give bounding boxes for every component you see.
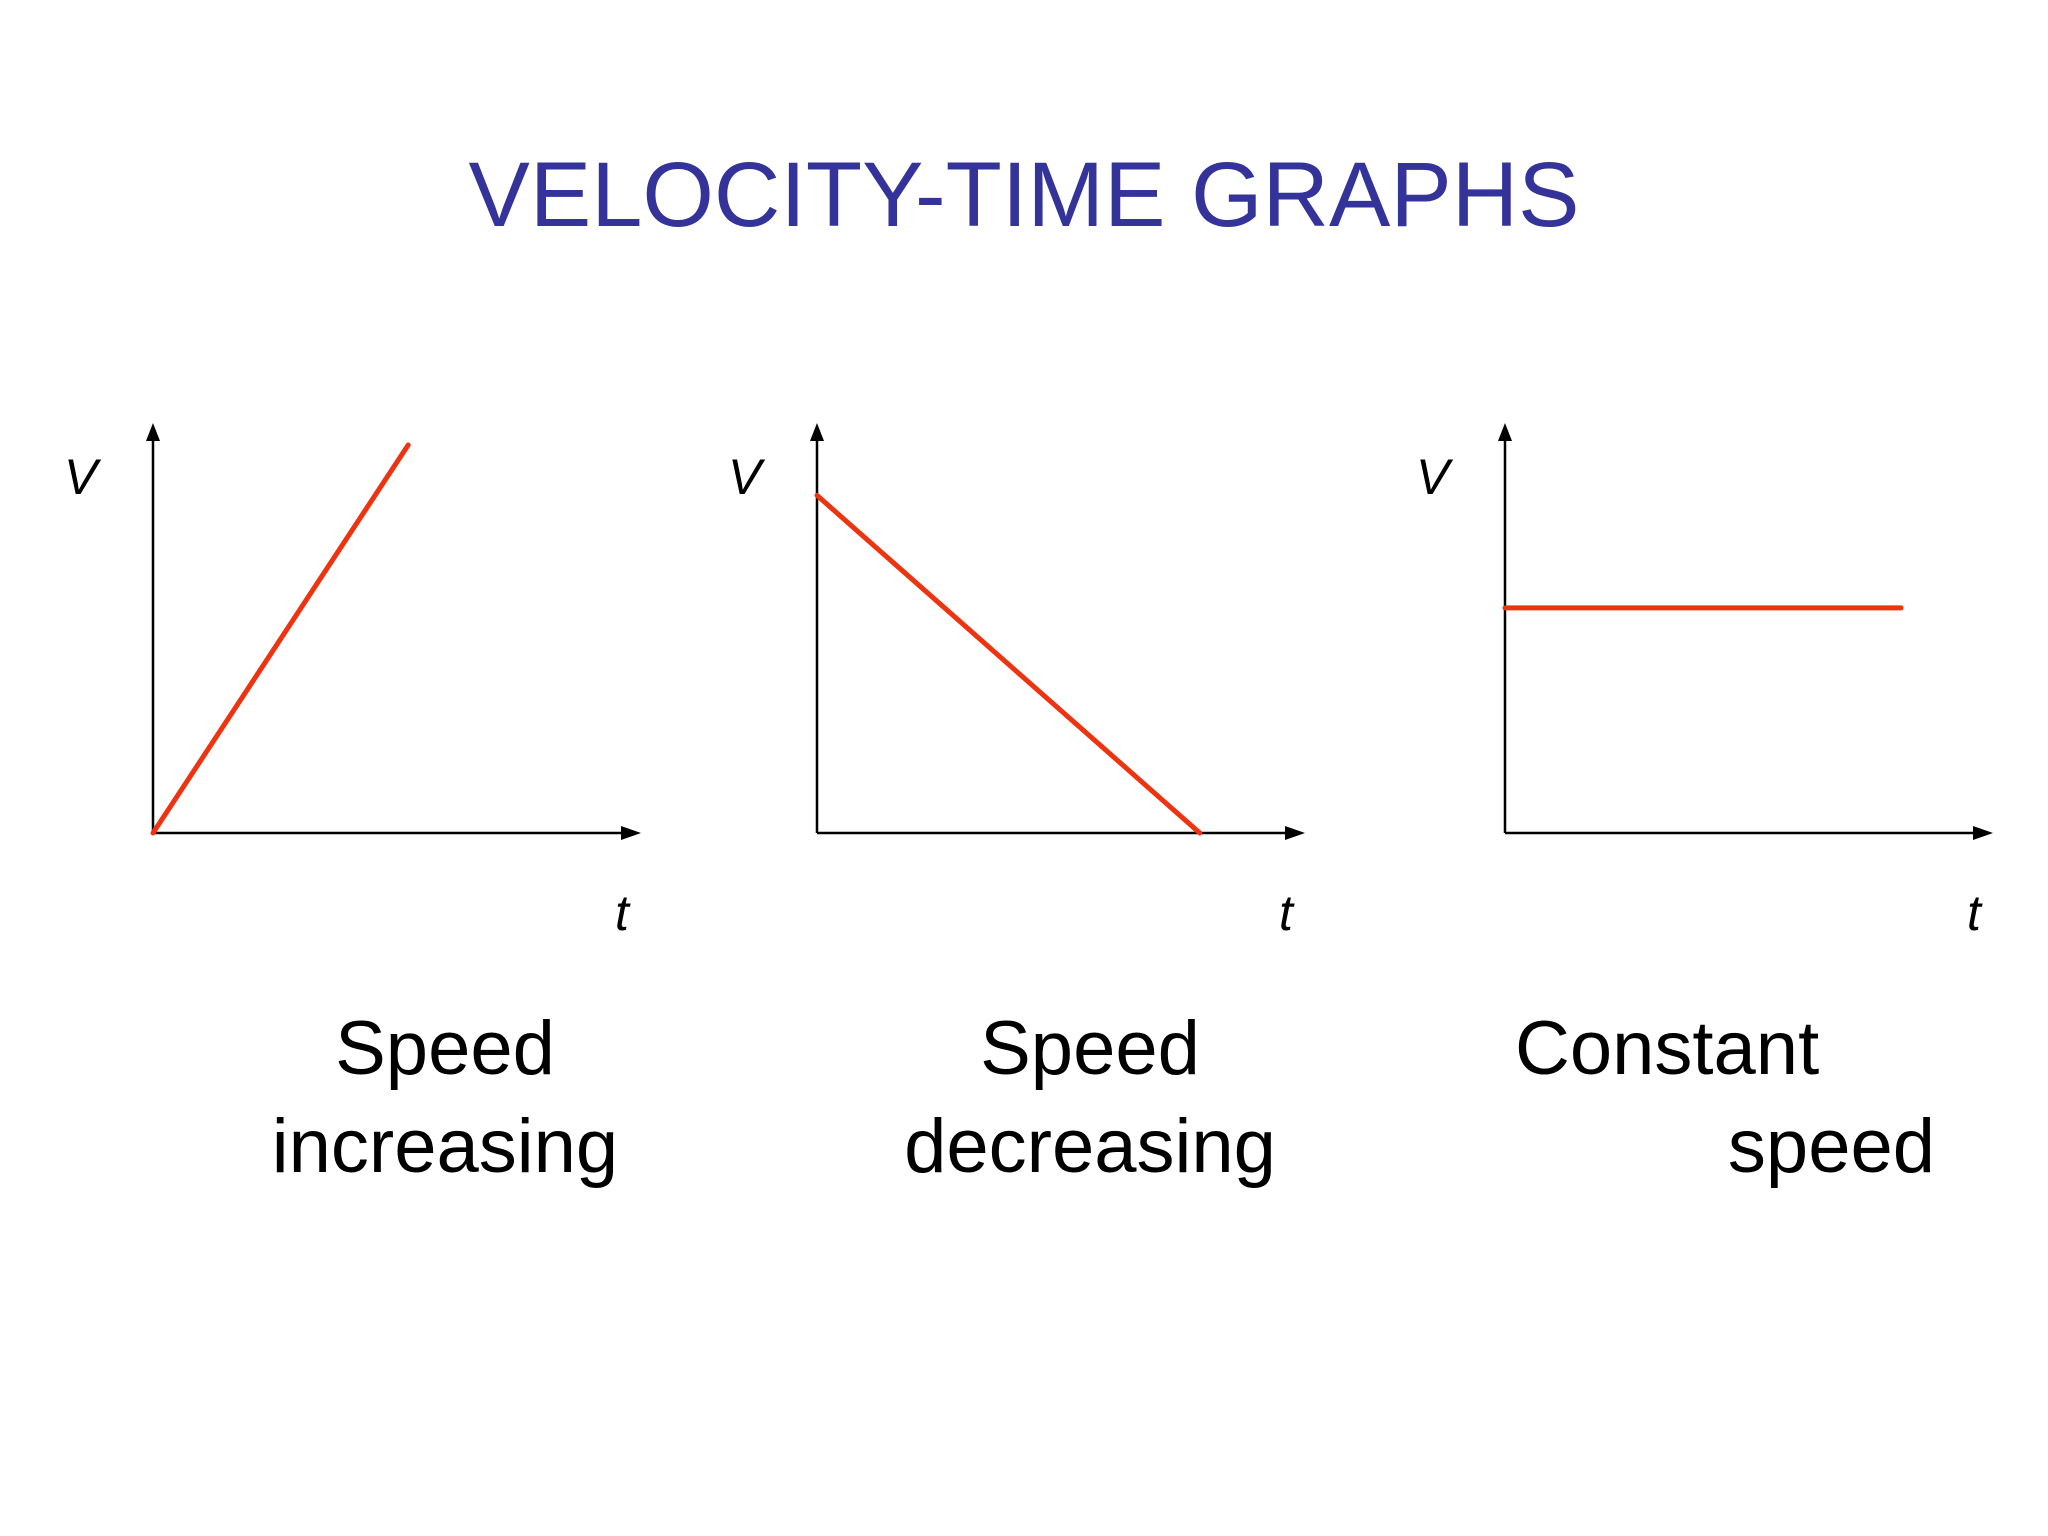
page-title: VELOCITY-TIME GRAPHS	[468, 144, 1580, 246]
velocity-line	[814, 492, 1203, 836]
graph-speed-decreasing: V t	[724, 400, 1404, 960]
x-axis-label: t	[1967, 885, 1981, 941]
plot-area	[146, 423, 641, 840]
x-axis-arrowhead	[621, 826, 641, 840]
caption-line-1: Speed	[980, 1006, 1200, 1091]
y-axis-label: V	[728, 449, 762, 505]
plot-area	[810, 423, 1305, 840]
graph-constant-speed: V t	[1412, 400, 2048, 960]
y-axis-arrowhead	[146, 423, 160, 441]
caption-speed-increasing: Speed increasing	[245, 1000, 645, 1196]
x-axis-arrowhead	[1285, 826, 1305, 840]
caption-line-2: increasing	[271, 1104, 619, 1189]
y-axis-label: V	[1416, 449, 1450, 505]
y-axis-label: V	[64, 449, 98, 505]
caption-line-1: Speed	[335, 1006, 555, 1091]
velocity-line	[150, 442, 411, 836]
y-axis-arrowhead	[1498, 423, 1512, 441]
caption-constant-speed: Constant speed	[1515, 1000, 1935, 1196]
x-axis-label: t	[1279, 885, 1293, 941]
caption-line-1: Constant	[1515, 1006, 1820, 1091]
x-axis-label: t	[615, 885, 629, 941]
x-axis-arrowhead	[1973, 826, 1993, 840]
plot-area	[1498, 423, 1993, 840]
graph-speed-increasing: V t	[60, 400, 740, 960]
y-axis-arrowhead	[810, 423, 824, 441]
caption-line-2: decreasing	[904, 1104, 1276, 1189]
caption-line-2: speed	[1727, 1104, 1935, 1189]
caption-speed-decreasing: Speed decreasing	[880, 1000, 1300, 1196]
